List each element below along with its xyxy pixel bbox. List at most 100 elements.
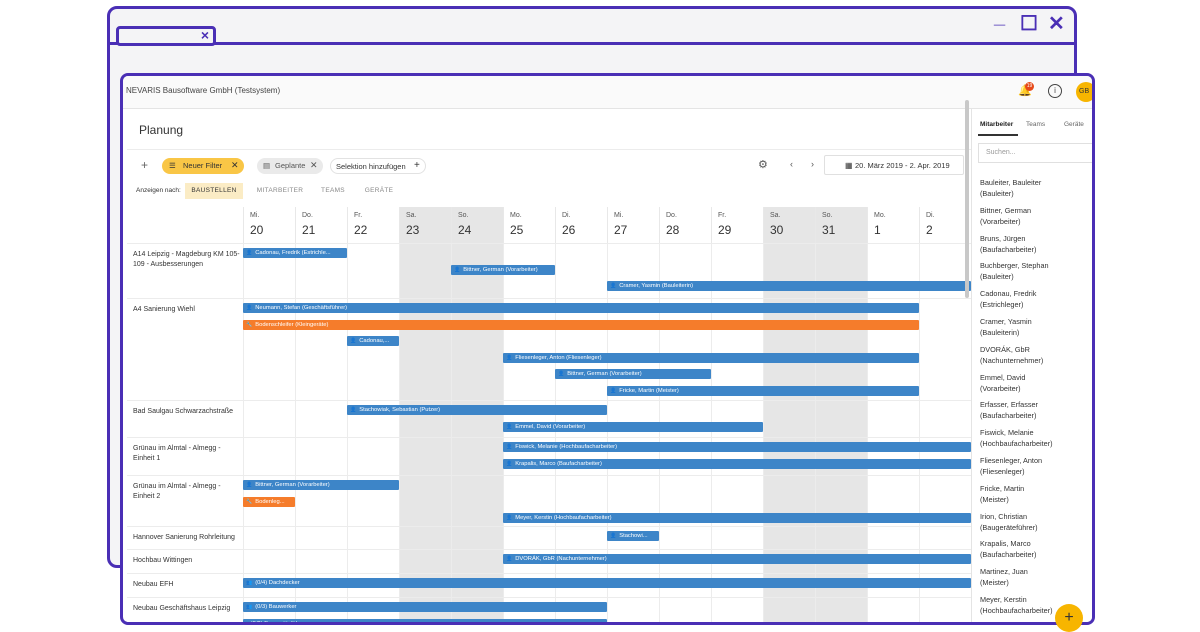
person-name: Bruns, Jürgen bbox=[980, 233, 1026, 243]
assignment-bar[interactable]: 👤 Stachowi... bbox=[607, 531, 659, 541]
maximize-icon[interactable]: ☐ bbox=[1020, 13, 1038, 35]
tab-teams[interactable]: TEAMS bbox=[321, 187, 345, 194]
list-item[interactable]: Martinez, Juan (Meister) bbox=[980, 566, 1088, 588]
info-icon[interactable]: i bbox=[1048, 84, 1062, 98]
assignment-bar[interactable]: 👤 Cadonau, Fredrik (Estrichle... bbox=[243, 248, 347, 258]
assignment-bar[interactable]: 👤 Krapalis, Marco (Baufacharbeiter) bbox=[503, 458, 971, 469]
chip-close-icon[interactable]: ✕ bbox=[231, 160, 239, 170]
day-number: 26 bbox=[562, 223, 576, 237]
add-selection-label: Selektion hinzufügen bbox=[336, 162, 406, 171]
avatar[interactable]: GB bbox=[1076, 82, 1092, 102]
list-item[interactable]: Cadonau, Fredrik (Estrichleger) bbox=[980, 288, 1088, 310]
project-label[interactable]: Neubau Geschäftshaus Leipzig bbox=[133, 605, 231, 612]
person-name: Bittner, German bbox=[980, 205, 1032, 215]
assignment-bar[interactable]: 👤 Fiswick, Melanie (Hochbaufacharbeiter) bbox=[503, 442, 971, 452]
filter-chip-new[interactable]: ☰ Neuer Filter ✕ bbox=[162, 158, 244, 174]
day-header: Mo. 25 bbox=[503, 207, 555, 243]
person-role: (Hochbaufacharbeiter) bbox=[980, 606, 1053, 615]
weekday-label: Di. bbox=[562, 212, 571, 219]
sidebar-scrollbar[interactable] bbox=[965, 100, 969, 298]
assignment-bar[interactable]: 👤 Bittner, German (Vorarbeiter) bbox=[555, 369, 711, 379]
chevron-right-icon[interactable]: › bbox=[811, 159, 814, 169]
assignment-label: Cramer, Yasmin (Bauleiterin) bbox=[619, 283, 694, 289]
project-label[interactable]: Grünau im Almtal - Almegg - Einheit 2 bbox=[133, 483, 221, 500]
project-label[interactable]: A14 Leipzig - Magdeburg KM 105-109 - Aus… bbox=[133, 251, 240, 268]
assignment-label: Bittner, German (Vorarbeiter) bbox=[567, 371, 642, 377]
tab-geraete[interactable]: GERÄTE bbox=[364, 187, 394, 194]
list-item[interactable]: Buchberger, Stephan (Bauleiter) bbox=[980, 260, 1088, 282]
list-item[interactable]: Bauleiter, Bauleiter (Bauleiter) bbox=[980, 177, 1088, 199]
add-filter-icon[interactable]: + bbox=[141, 158, 149, 172]
date-range-picker[interactable]: ▦ 20. März 2019 - 2. Apr. 2019 bbox=[824, 155, 964, 175]
assignment-label: (0/4) Dachdecker bbox=[255, 580, 300, 586]
assignment-bar[interactable]: 👤 Cramer, Yasmin (Bauleiterin) bbox=[607, 281, 971, 291]
add-selection-button[interactable]: Selektion hinzufügen + bbox=[330, 158, 426, 174]
chevron-left-icon[interactable]: ‹ bbox=[790, 159, 793, 169]
list-item[interactable]: Bittner, German (Vorarbeiter) bbox=[980, 205, 1088, 227]
assignment-bar[interactable]: 👤 Stachowiak, Sebastian (Putzer) bbox=[347, 405, 607, 415]
list-item[interactable]: Emmel, David (Vorarbeiter) bbox=[980, 372, 1088, 394]
project-label[interactable]: A4 Sanierung Wiehl bbox=[133, 306, 195, 313]
list-item[interactable]: DVORÁK, GbR (Nachunternehmer) bbox=[980, 344, 1088, 366]
assignment-bar[interactable]: 👤 Bittner, German (Vorarbeiter) bbox=[451, 264, 555, 275]
app-title: NEVARIS Bausoftware GmbH (Testsystem) bbox=[126, 86, 281, 95]
person-role: (Vorarbeiter) bbox=[980, 216, 1021, 226]
sidebar-tab-geraete[interactable]: Geräte bbox=[1064, 121, 1084, 128]
list-item[interactable]: Erfasser, Erfasser (Baufacharbeiter) bbox=[980, 399, 1088, 421]
project-label[interactable]: Hochbau Wittingen bbox=[133, 557, 193, 564]
weekday-label: Sa. bbox=[770, 212, 781, 219]
assignment-label: Neumann, Stefan (Geschäftsführer) bbox=[255, 305, 348, 311]
assignment-bar[interactable]: 👤 Bittner, German (Vorarbeiter) bbox=[243, 480, 399, 490]
tab-close-icon[interactable]: × bbox=[200, 27, 209, 43]
person-role: (Meister) bbox=[980, 578, 1009, 588]
project-label[interactable]: Neubau EFH bbox=[133, 581, 174, 588]
chip-close-icon[interactable]: ✕ bbox=[310, 160, 318, 170]
assignment-bar[interactable]: 👤 Emmel, David (Vorarbeiter) bbox=[503, 421, 763, 432]
assignment-bar[interactable]: 👤 Neumann, Stefan (Geschäftsführer) bbox=[243, 303, 919, 313]
day-header: Mi. 20 bbox=[243, 207, 295, 243]
list-item[interactable]: Fiswick, Melanie (Hochbaufacharbeiter) bbox=[980, 427, 1088, 449]
day-column bbox=[347, 207, 399, 622]
list-item[interactable]: Cramer, Yasmin (Bauleiterin) bbox=[980, 316, 1088, 338]
person-icon: 👤 bbox=[246, 305, 253, 311]
person-role: (Estrichleger) bbox=[980, 300, 1024, 310]
project-label[interactable]: Hannover Sanierung Rohrleitung bbox=[133, 534, 235, 541]
background-window-tab[interactable]: × bbox=[116, 26, 216, 46]
list-item[interactable]: Meyer, Kerstin (Hochbaufacharbeiter) bbox=[980, 594, 1088, 616]
sidebar-tab-teams[interactable]: Teams bbox=[1026, 121, 1046, 128]
close-icon[interactable]: ✕ bbox=[1048, 13, 1065, 35]
add-fab-button[interactable]: + bbox=[1055, 604, 1083, 632]
tab-baustellen[interactable]: BAUSTELLEN bbox=[185, 183, 243, 199]
day-number: 25 bbox=[510, 223, 524, 237]
list-item[interactable]: Krapalis, Marco (Baufacharbeiter) bbox=[980, 538, 1088, 560]
project-label[interactable]: Bad Saulgau Schwarzachstraße bbox=[133, 408, 233, 415]
assignment-bar[interactable]: 👤 DVORÁK, GbR (Nachunternehmer) bbox=[503, 554, 971, 564]
list-item[interactable]: Fliesenleger, Anton (Fliesenleger) bbox=[980, 455, 1088, 477]
assignment-bar[interactable]: 👥 (0/4) Dachdecker bbox=[243, 578, 971, 588]
list-item[interactable]: Fricke, Martin (Meister) bbox=[980, 483, 1088, 505]
list-item[interactable]: Irion, Christian (Baugeräteführer) bbox=[980, 511, 1088, 533]
filter-chip-planned[interactable]: ▤ Geplante ✕ bbox=[257, 158, 323, 174]
search-input[interactable]: Suchen... bbox=[978, 143, 1092, 163]
assignment-label: DVORÁK, GbR (Nachunternehmer) bbox=[515, 556, 607, 562]
assignment-bar[interactable]: 👥 (0/3) Bauwerker bbox=[243, 602, 607, 612]
project-label[interactable]: Grünau im Almtal - Almegg - Einheit 1 bbox=[133, 445, 221, 462]
person-icon: 👤 bbox=[610, 283, 617, 289]
gear-icon[interactable]: ⚙ bbox=[758, 159, 768, 171]
list-item[interactable]: Bruns, Jürgen (Baufacharbeiter) bbox=[980, 233, 1088, 255]
day-column bbox=[867, 207, 919, 622]
day-column bbox=[711, 207, 763, 622]
sidebar-tab-mitarbeiter[interactable]: Mitarbeiter bbox=[980, 121, 1014, 128]
person-role: (Bauleiter) bbox=[980, 272, 1014, 282]
assignment-bar[interactable]: 👤 Fliesenleger, Anton (Fliesenleger) bbox=[503, 352, 919, 363]
assignment-bar[interactable]: 👤 Fricke, Martin (Meister) bbox=[607, 385, 919, 396]
person-role: (Bauleiter) bbox=[980, 189, 1014, 198]
weekday-label: So. bbox=[822, 212, 833, 219]
assignment-bar[interactable]: 🔧 Bodenleg... bbox=[243, 496, 295, 507]
assignment-bar[interactable]: 👤 Cadonau,... bbox=[347, 336, 399, 346]
assignment-bar[interactable]: › (2/2) Baugeräteführer bbox=[243, 618, 607, 622]
tab-mitarbeiter[interactable]: MITARBEITER bbox=[256, 187, 304, 194]
assignment-bar[interactable]: 🔧 Bodenschleifer (Kleingeräte) bbox=[243, 319, 919, 330]
assignment-bar[interactable]: 👤 Meyer, Kerstin (Hochbaufacharbeiter) bbox=[503, 513, 971, 523]
minimize-icon[interactable]: _ bbox=[994, 6, 1006, 28]
